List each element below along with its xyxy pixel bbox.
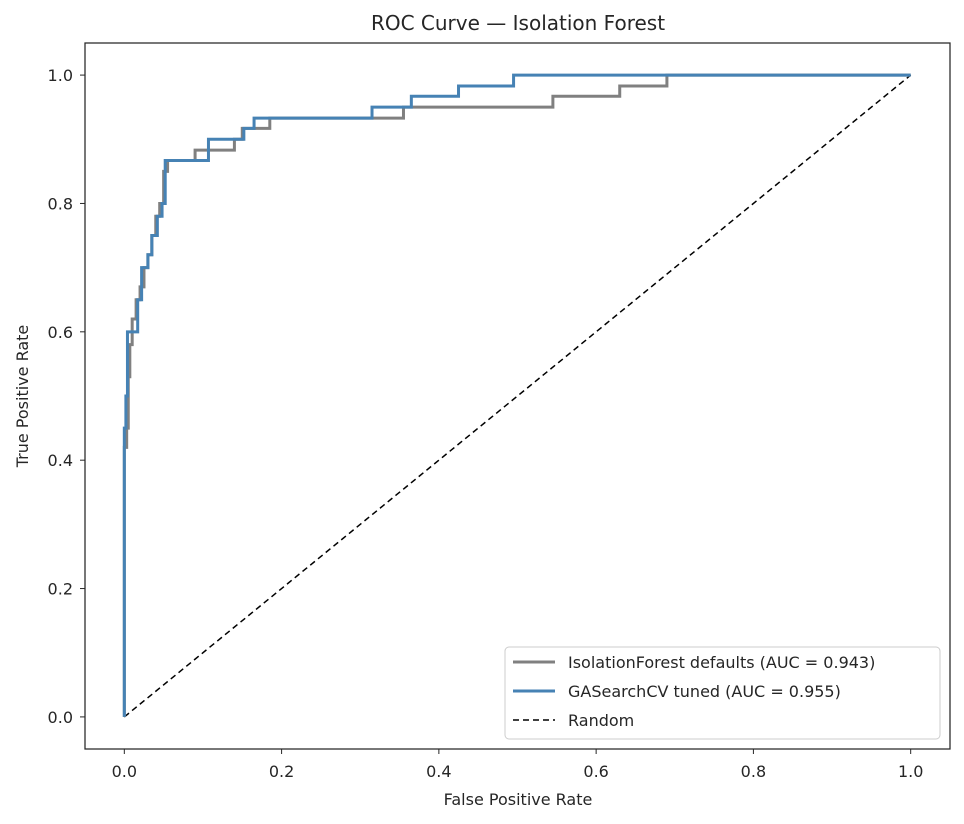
x-axis-label: False Positive Rate (444, 790, 593, 809)
plot-area: 0.0 0.2 0.4 0.6 0.8 1.0 0.0 0.2 0.4 0.6 0.8 1.0 (48, 42, 951, 781)
x-tick-label: 0.8 (741, 762, 766, 781)
series-layer (122, 73, 912, 718)
x-axis-ticks: 0.0 0.2 0.4 0.6 0.8 1.0 (112, 749, 923, 781)
x-tick-label: 0.6 (583, 762, 608, 781)
x-tick-label: 0.4 (426, 762, 451, 781)
legend-label: Random (568, 711, 634, 730)
legend-label: GASearchCV tuned (AUC = 0.955) (568, 682, 841, 701)
legend-box (504, 646, 941, 740)
x-tick-label: 1.0 (898, 762, 923, 781)
series-line-1 (122, 73, 911, 717)
x-tick-label: 0.2 (269, 762, 294, 781)
y-tick-label: 0.8 (48, 194, 73, 213)
y-tick-label: 0.0 (48, 708, 73, 727)
x-tick-label: 0.0 (112, 762, 137, 781)
y-tick-label: 1.0 (48, 66, 73, 85)
legend-items: IsolationForest defaults (AUC = 0.943) GA… (513, 653, 875, 730)
chart-title: ROC Curve — Isolation Forest (371, 11, 665, 35)
y-tick-label: 0.2 (48, 580, 73, 599)
y-tick-label: 0.4 (48, 451, 73, 470)
y-axis-label: True Positive Rate (13, 325, 32, 469)
y-axis-ticks: 0.0 0.2 0.4 0.6 0.8 1.0 (48, 66, 85, 727)
legend-label: IsolationForest defaults (AUC = 0.943) (568, 653, 875, 672)
legend: IsolationForest defaults (AUC = 0.943) GA… (504, 646, 941, 740)
y-tick-label: 0.6 (48, 323, 73, 342)
series-line-2 (123, 74, 912, 718)
